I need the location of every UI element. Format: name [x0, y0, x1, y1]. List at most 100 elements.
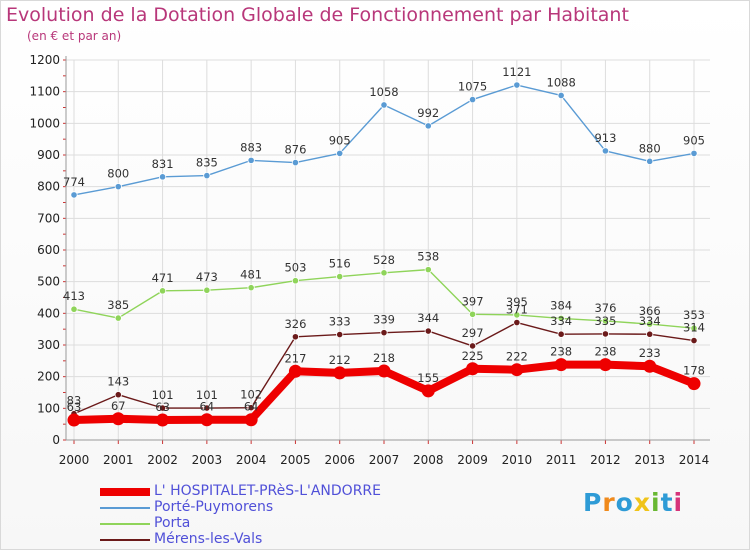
- data-point: [646, 330, 654, 338]
- x-tick-label: 2012: [590, 453, 621, 467]
- data-point: [424, 122, 432, 130]
- data-label: 218: [373, 351, 395, 365]
- x-tick-label: 2014: [679, 453, 710, 467]
- y-tick-label: 800: [37, 180, 60, 194]
- data-point: [288, 364, 302, 378]
- data-label: 178: [683, 364, 705, 378]
- data-point: [468, 310, 477, 318]
- data-point: [291, 159, 300, 167]
- data-point: [336, 272, 344, 281]
- data-label: 67: [111, 399, 126, 413]
- data-label: 913: [594, 131, 616, 145]
- data-point: [67, 413, 81, 427]
- data-point: [158, 287, 167, 295]
- data-point: [158, 173, 167, 181]
- data-point: [690, 149, 698, 158]
- data-point: [513, 311, 521, 319]
- y-tick-label: 1100: [29, 85, 60, 99]
- data-label: 335: [594, 314, 616, 328]
- data-point: [70, 305, 78, 313]
- data-label: 800: [107, 167, 129, 181]
- data-label: 905: [329, 133, 351, 147]
- data-label: 538: [417, 250, 439, 264]
- data-label: 63: [155, 400, 170, 414]
- data-point: [598, 358, 612, 372]
- data-label: 397: [462, 294, 484, 308]
- logo-letter: i: [651, 488, 661, 517]
- data-point: [646, 157, 654, 165]
- data-point: [690, 324, 698, 332]
- x-tick-label: 2009: [457, 453, 488, 467]
- y-tick-label: 700: [37, 211, 60, 225]
- data-point: [247, 284, 255, 292]
- data-label: 473: [196, 270, 218, 284]
- data-label: 101: [152, 388, 174, 402]
- data-point: [380, 329, 388, 337]
- data-label: 64: [244, 400, 259, 414]
- data-label: 238: [594, 345, 616, 359]
- data-point: [554, 358, 568, 372]
- data-label: 481: [240, 268, 262, 282]
- data-labels: 63 67 63 64 64 217 212 218 155 225 222 238 238 233 178…: [63, 65, 705, 414]
- x-tick-label: 2010: [502, 453, 533, 467]
- data-label: 334: [550, 314, 572, 328]
- data-label: 155: [417, 371, 439, 385]
- data-label: 880: [639, 141, 661, 155]
- grid-lines: [66, 59, 710, 441]
- legend-item: Porta: [100, 515, 430, 532]
- logo-letter: i: [673, 488, 684, 517]
- x-tick-label: 2001: [103, 453, 134, 467]
- y-tick-label: 900: [37, 148, 60, 162]
- data-point: [513, 81, 521, 89]
- chart-title: Evolution de la Dotation Globale de Fonc…: [6, 4, 629, 26]
- data-label: 883: [240, 140, 262, 154]
- y-tick-label: 500: [37, 275, 60, 289]
- data-label: 385: [107, 298, 129, 312]
- y-tick-label: 100: [37, 401, 60, 415]
- data-label: 339: [373, 313, 395, 327]
- data-point: [513, 318, 521, 327]
- legend-item: Mérens-les-Vals: [100, 531, 430, 548]
- legend-swatch: [100, 539, 150, 541]
- data-label: 1088: [547, 75, 576, 89]
- data-point: [158, 404, 167, 412]
- data-label: 876: [284, 143, 306, 157]
- legend-swatch: [100, 523, 150, 525]
- data-point: [557, 330, 565, 338]
- y-tick-label: 400: [37, 306, 60, 320]
- data-label: 1075: [458, 80, 487, 94]
- data-point: [333, 366, 347, 380]
- legend-item: L' HOSPITALET-PRèS-L'ANDORRE: [100, 483, 430, 500]
- data-label: 384: [550, 298, 572, 312]
- data-label: 225: [462, 349, 484, 363]
- legend-swatch: [100, 507, 150, 509]
- data-point: [111, 412, 125, 426]
- data-label: 102: [240, 388, 262, 402]
- data-label: 376: [594, 301, 616, 315]
- data-label: 314: [683, 321, 705, 335]
- data-point: [336, 330, 344, 339]
- data-point: [601, 317, 610, 325]
- x-tick-label: 2013: [634, 453, 665, 467]
- data-label: 905: [683, 133, 705, 147]
- data-label: 64: [200, 400, 215, 414]
- data-point: [646, 320, 654, 328]
- x-tick-label: 2002: [147, 453, 178, 467]
- data-point: [114, 391, 122, 399]
- x-tick-label: 2003: [192, 453, 223, 467]
- data-point: [247, 404, 255, 412]
- data-label: 143: [107, 375, 129, 389]
- data-point: [156, 413, 170, 427]
- x-tick-label: 2008: [413, 453, 444, 467]
- data-point: [557, 91, 565, 100]
- data-point: [380, 269, 388, 277]
- data-label: 1121: [502, 65, 531, 79]
- legend-label: L' HOSPITALET-PRèS-L'ANDORRE: [154, 483, 382, 499]
- y-tick-label: 1200: [29, 53, 60, 67]
- data-label: 233: [639, 346, 661, 360]
- y-tick-label: 600: [37, 243, 60, 257]
- data-point: [336, 149, 344, 158]
- data-label: 1058: [369, 85, 398, 99]
- series-points: [67, 81, 701, 427]
- y-tick-label: 0: [52, 433, 60, 447]
